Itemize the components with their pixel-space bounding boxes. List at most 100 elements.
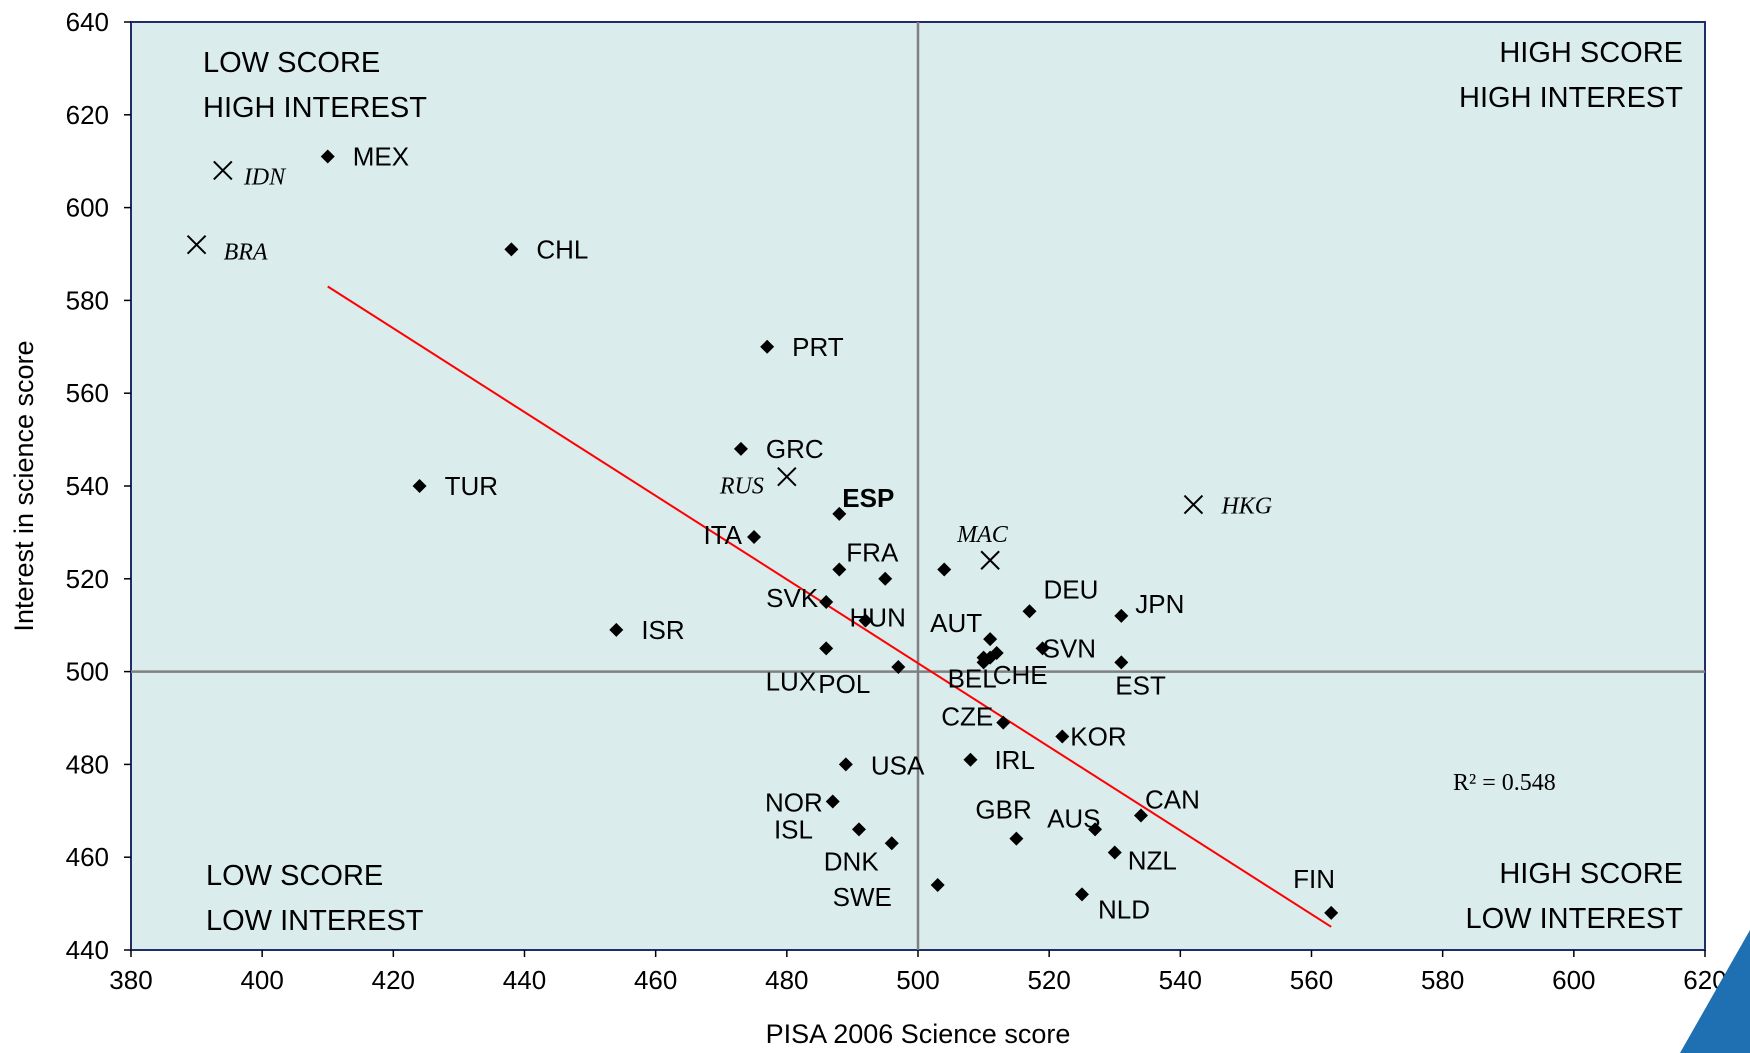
data-point-marker [1324, 905, 1339, 920]
x-axis-title: PISA 2006 Science score [766, 1019, 1071, 1049]
data-point-marker [819, 595, 834, 609]
data-point-label: SWE [833, 882, 892, 912]
data-point-marker [1035, 641, 1050, 656]
y-tick-label: 480 [66, 749, 109, 779]
data-point-label: GBR [975, 795, 1031, 825]
trendline-segment [327, 285, 1332, 928]
corner-accent [1680, 930, 1750, 1053]
data-point-label: EST [1115, 670, 1166, 700]
data-point-marker [851, 822, 866, 837]
data-point-label: ITA [704, 520, 743, 550]
data-point-marker [1114, 608, 1129, 623]
data-point-label: JPN [1135, 589, 1184, 619]
data-point-cross [186, 235, 207, 255]
data-point-label: LUX [766, 666, 817, 696]
x-tick-label: 380 [109, 965, 152, 995]
data-point-label: ESP [842, 483, 894, 513]
data-point-label: KOR [1070, 722, 1126, 752]
data-point-marker [1009, 831, 1024, 846]
data-point-marker [838, 757, 853, 772]
data-point-label: HKG [1220, 494, 1272, 520]
x-tick-label: 440 [503, 965, 546, 995]
data-point-label: SVN [1043, 633, 1096, 663]
data-point-marker [832, 506, 847, 521]
data-point-label: ISR [641, 615, 684, 645]
data-point-marker [884, 836, 899, 851]
data-point-cross [777, 467, 797, 487]
data-point-marker [747, 530, 762, 545]
data-point-cross [980, 550, 1000, 570]
data-point-label: NLD [1098, 894, 1150, 924]
data-point-marker [937, 562, 952, 577]
data-point-marker [1055, 729, 1070, 744]
data-point-label: CHL [536, 234, 588, 264]
y-tick-label: 620 [66, 100, 109, 130]
data-point-label: NZL [1128, 846, 1177, 876]
data-point-marker [878, 571, 893, 586]
data-point-marker [891, 659, 906, 674]
data-point-label: FIN [1293, 864, 1335, 894]
data-point-label: PRT [792, 332, 844, 362]
data-point-marker [832, 562, 847, 577]
data-point-label: CHE [993, 660, 1048, 690]
x-tick-label: 600 [1552, 965, 1595, 995]
data-point-label: HUN [850, 603, 906, 633]
data-points [186, 149, 1339, 920]
x-tick-label: 540 [1159, 965, 1202, 995]
data-point-label: DNK [824, 846, 880, 876]
data-point-label: BEL [948, 664, 997, 694]
data-point-marker [858, 613, 873, 628]
y-axis-title: Interest in science score [9, 340, 39, 631]
data-point-marker [976, 650, 991, 665]
quadrant-label-bottom-right-1: HIGH SCORE [1499, 858, 1683, 890]
data-point-marker [1133, 808, 1148, 823]
data-point-marker [825, 794, 840, 809]
data-point-label: FRA [846, 538, 899, 568]
data-point-cross [213, 160, 233, 181]
x-tick-label: 420 [372, 965, 415, 995]
data-point-marker [963, 752, 978, 767]
data-point-marker [1022, 604, 1037, 619]
data-point-label: IRL [994, 745, 1034, 775]
quadrant-label-bottom-left-2: LOW INTEREST [206, 905, 424, 937]
data-point-marker [412, 479, 427, 493]
data-point-marker [989, 646, 1004, 661]
data-point-label: DEU [1043, 574, 1098, 604]
y-tick-label: 580 [66, 285, 109, 315]
data-point-label: USA [871, 750, 925, 780]
y-tick-label: 540 [66, 471, 109, 501]
data-point-marker [983, 632, 998, 647]
quadrant-label-bottom-right-2: LOW INTEREST [1465, 903, 1683, 935]
quadrant-label-top-right-2: HIGH INTEREST [1459, 82, 1683, 114]
data-point-label: AUT [930, 608, 982, 638]
y-tick-label: 520 [66, 564, 109, 594]
quadrant-label-top-left-2: HIGH INTEREST [203, 92, 427, 124]
data-point-marker [504, 242, 519, 257]
data-point-label: MEX [353, 142, 409, 172]
r-squared-label: R² = 0.548 [1453, 770, 1556, 796]
x-tick-label: 520 [1027, 965, 1070, 995]
quadrant-label-bottom-left-1: LOW SCORE [206, 860, 383, 892]
data-point-label: POL [818, 669, 870, 699]
quadrant-label-top-right-1: HIGH SCORE [1499, 37, 1683, 69]
data-point-marker [1088, 822, 1103, 837]
y-axis-ticks: 440 460 480 500 520 540 560 580 600 620 640 [66, 7, 131, 965]
data-point-label: BRA [224, 240, 268, 266]
data-point-label: ISL [774, 814, 813, 844]
x-axis-ticks: 380 400 420 440 460 480 500 520 540 560 580 600 620 [109, 950, 1727, 995]
y-tick-label: 500 [66, 657, 109, 687]
data-point-marker [320, 149, 335, 164]
x-tick-label: 580 [1421, 965, 1464, 995]
data-point-label: AUS [1047, 803, 1100, 833]
trendline [327, 285, 1332, 928]
data-point-marker [996, 715, 1011, 730]
x-tick-label: 400 [240, 965, 283, 995]
data-point-marker [1107, 845, 1122, 860]
data-point-marker [930, 878, 945, 893]
x-tick-label: 500 [896, 965, 939, 995]
data-point-label: NOR [765, 788, 823, 818]
data-point-label: SVK [766, 583, 819, 613]
data-point-label: RUS [719, 474, 764, 500]
data-point-label: CZE [941, 702, 993, 732]
